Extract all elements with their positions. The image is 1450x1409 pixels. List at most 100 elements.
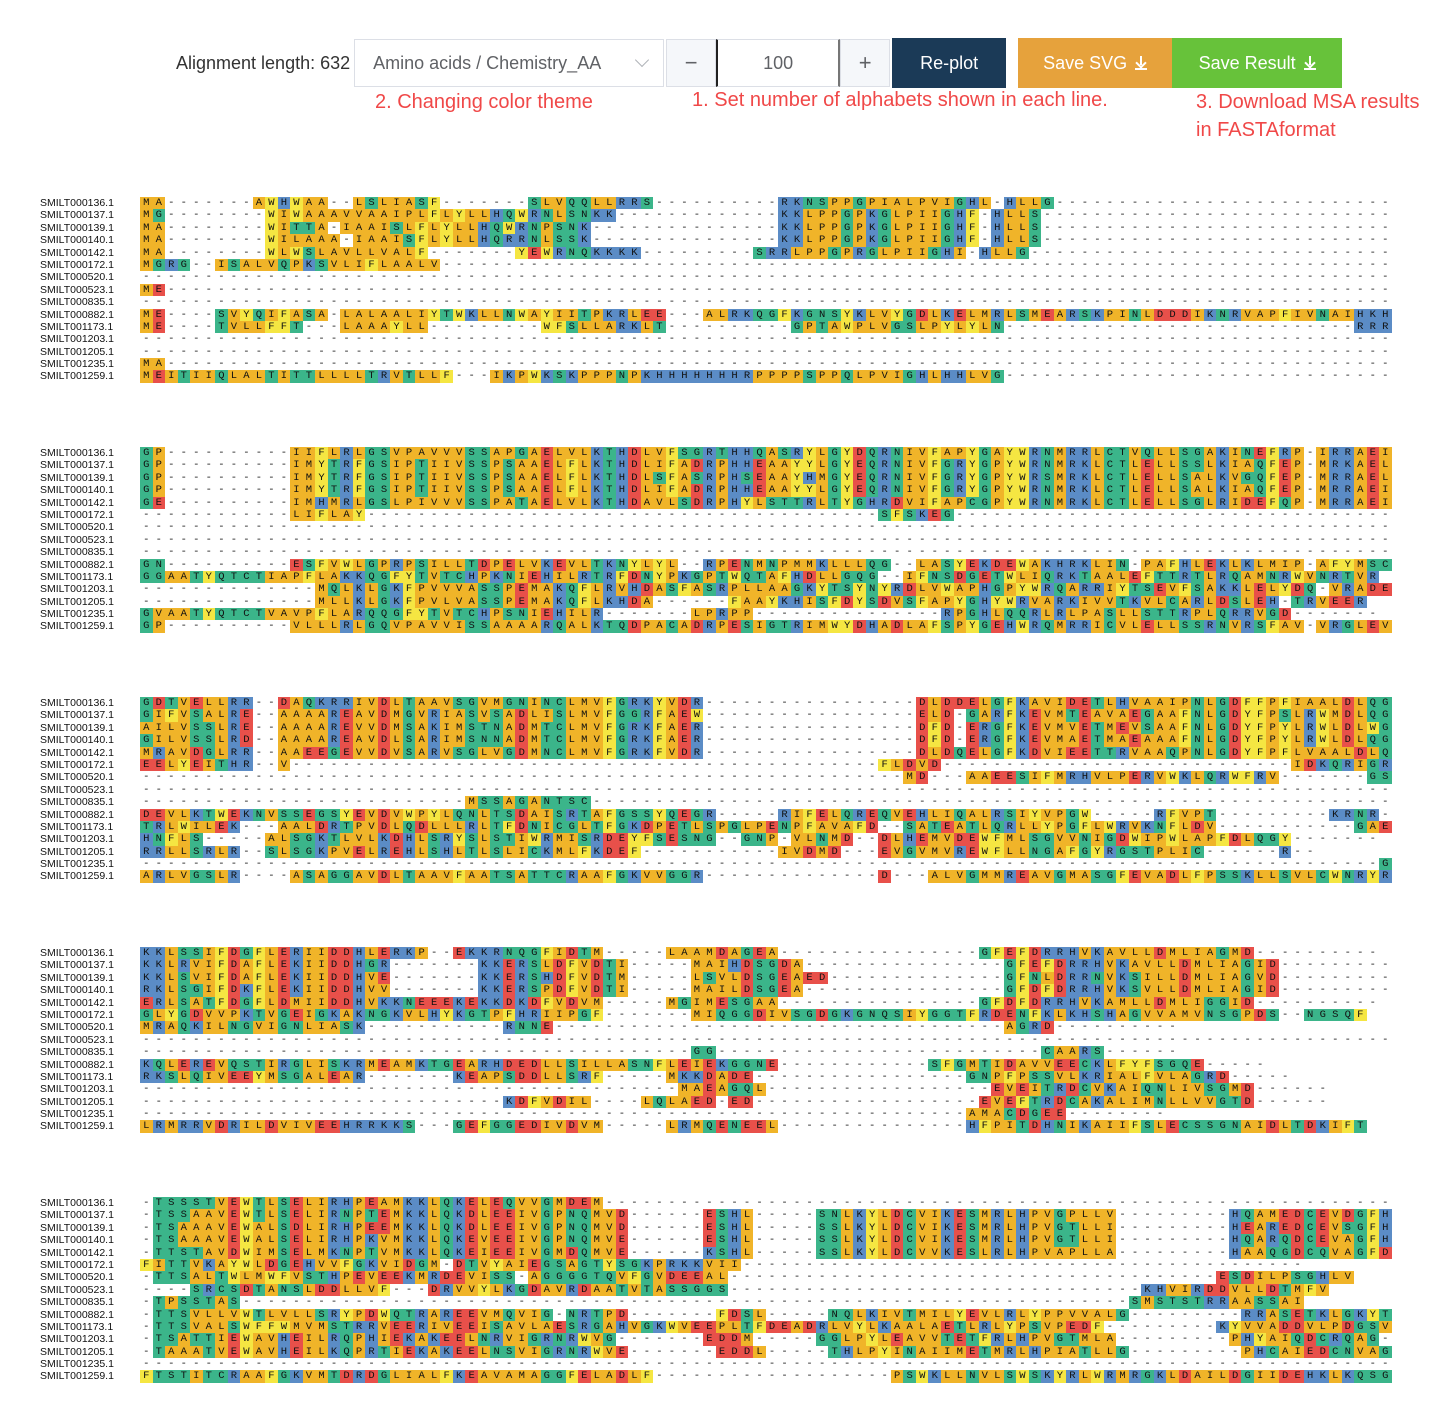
residue-cell: P: [402, 484, 416, 497]
gap-cell: -: [843, 358, 851, 371]
gap-cell: -: [368, 783, 375, 796]
residue-cell: T: [1166, 608, 1179, 621]
residue-cell: P: [815, 234, 829, 247]
line-width-input[interactable]: [716, 39, 841, 87]
gap-cell: -: [305, 796, 313, 809]
gap-cell: -: [1181, 296, 1189, 309]
residue-cell: A: [1028, 697, 1042, 710]
residue-cell: Y: [1278, 583, 1292, 596]
gap-cell: -: [1169, 320, 1176, 333]
residue-cell: L: [1028, 197, 1042, 210]
gap-cell: -: [1282, 221, 1289, 234]
gap-cell: -: [268, 771, 275, 784]
gap-cell: -: [1119, 358, 1126, 371]
residue-cell: W: [265, 234, 278, 247]
gap-cell: -: [1181, 234, 1189, 247]
residue-cell: L: [1016, 833, 1029, 846]
residue-cell: L: [565, 734, 579, 747]
residue-cell: S: [415, 558, 428, 571]
color-theme-select[interactable]: Amino acids / Chemistry_AA: [354, 39, 665, 87]
residue-cell: A: [1166, 734, 1179, 747]
residue-cell: H: [728, 959, 741, 972]
replot-button[interactable]: Re-plot: [892, 38, 1007, 88]
gap-cell: -: [1357, 508, 1364, 521]
gap-cell: -: [556, 296, 563, 309]
gap-cell: -: [693, 521, 701, 534]
sequence-id: SMILT001259.1: [40, 370, 114, 383]
residue-cell: S: [465, 496, 478, 509]
gap-cell: -: [405, 345, 413, 358]
residue-cell: V: [1128, 820, 1142, 834]
residue-cell: S: [477, 496, 491, 509]
residue-cell: V: [1253, 608, 1267, 621]
residue-cell: H: [790, 595, 804, 609]
residue-cell: P: [853, 221, 866, 235]
residue-cell: D: [415, 820, 428, 834]
gap-cell: -: [205, 533, 212, 546]
gap-cell: -: [243, 870, 250, 883]
residue-cell: P: [1191, 608, 1204, 621]
gap-cell: -: [806, 345, 813, 358]
residue-cell: A: [653, 583, 666, 596]
residue-cell: M: [578, 734, 591, 747]
residue-cell: A: [1328, 746, 1342, 759]
residue-cell: E: [540, 608, 554, 621]
gap-cell: -: [380, 758, 388, 771]
residue-cell: E: [1253, 447, 1267, 460]
gap-cell: -: [818, 947, 826, 959]
gap-cell: -: [218, 333, 225, 346]
gap-cell: -: [180, 471, 187, 484]
gap-cell: -: [768, 345, 776, 358]
gap-cell: -: [455, 984, 463, 997]
residue-cell: A: [415, 746, 428, 759]
decrement-button[interactable]: −: [666, 39, 717, 87]
gap-cell: -: [1144, 546, 1151, 559]
gap-cell: -: [268, 496, 275, 509]
gap-cell: -: [443, 258, 450, 271]
gap-cell: -: [718, 833, 726, 846]
gap-cell: -: [781, 870, 788, 883]
gap-cell: -: [606, 546, 613, 559]
save-svg-button[interactable]: Save SVG: [1018, 38, 1173, 88]
gap-cell: -: [931, 296, 938, 309]
gap-cell: -: [1282, 595, 1289, 608]
residue-cell: G: [615, 709, 629, 722]
gap-cell: -: [168, 447, 175, 459]
residue-cell: W: [1166, 771, 1179, 784]
gap-cell: -: [756, 721, 763, 734]
residue-cell: L: [1016, 570, 1029, 584]
gap-cell: -: [881, 570, 888, 583]
residue-cell: I: [1316, 447, 1329, 460]
save-result-button[interactable]: Save Result: [1172, 38, 1343, 88]
gap-cell: -: [1006, 296, 1013, 309]
gap-cell: -: [906, 296, 913, 309]
gap-cell: -: [1094, 283, 1101, 296]
gap-cell: -: [1307, 971, 1314, 984]
gap-cell: -: [756, 746, 763, 759]
residue-cell: T: [1116, 484, 1129, 497]
gap-cell: -: [455, 533, 463, 546]
gap-cell: -: [981, 858, 988, 871]
residue-cell: L: [477, 845, 491, 859]
residue-cell: K: [290, 959, 303, 972]
residue-cell: D: [941, 709, 954, 722]
residue-cell: V: [590, 746, 604, 759]
gap-cell: -: [568, 758, 575, 771]
residue-cell: L: [402, 320, 416, 334]
gap-cell: -: [518, 296, 525, 309]
gap-cell: -: [906, 959, 913, 972]
residue-cell: S: [740, 471, 754, 485]
residue-cell: D: [1341, 734, 1355, 747]
increment-button[interactable]: +: [840, 39, 891, 87]
residue-cell: F: [540, 947, 554, 960]
alignment-row: SMILT000142.1 M R A V D G L R R - - A A E E G E V V D V S A R V S G…: [40, 746, 1392, 759]
gap-cell: -: [1019, 783, 1026, 796]
residue-cell: S: [653, 833, 666, 846]
gap-cell: -: [631, 258, 638, 271]
gap-cell: -: [706, 209, 713, 222]
residue-cell: S: [527, 984, 541, 997]
gap-cell: -: [781, 521, 788, 534]
gap-cell: -: [869, 697, 876, 709]
